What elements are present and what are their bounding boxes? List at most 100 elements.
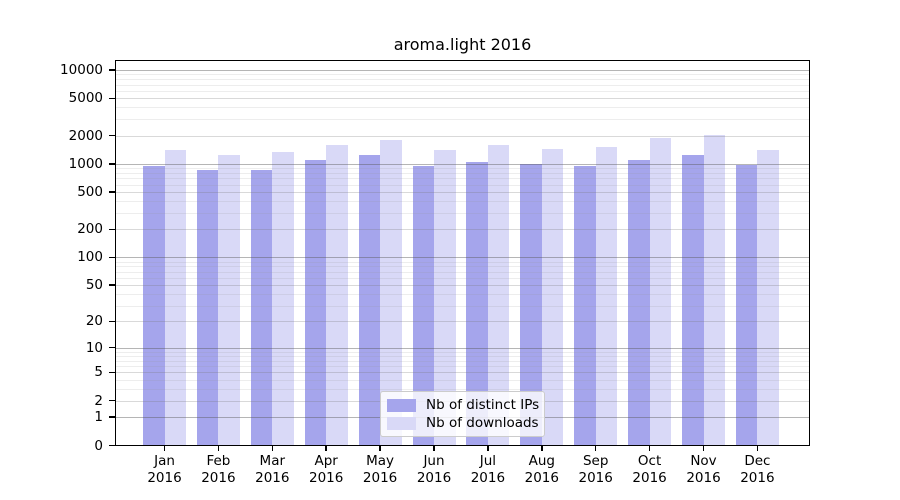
bar-distinct-ips-sep [574,165,596,446]
year-label: 2016 [578,469,613,486]
bar-distinct-ips-feb [196,170,219,446]
minor-gridline [115,201,810,203]
x-axis-tick-label: Jun 2016 [398,453,470,487]
month-label: Dec [744,452,771,469]
x-axis-tick [487,445,489,451]
bar-distinct-ips-may [358,154,381,446]
bar-downloads-feb [218,154,240,446]
legend-label-distinct-ips: Nb of distinct IPs [426,397,540,413]
bar-downloads-dec [757,150,779,446]
bar-downloads-oct [649,137,672,446]
minor-gridline [115,271,810,273]
major-gridline [115,285,810,287]
month-label: Apr [314,452,338,469]
y-axis-tick-label: 50 [85,277,103,294]
bar-distinct-ips-jan [143,165,165,446]
month-label: Mar [259,452,286,469]
x-axis-tick-label: Dec 2016 [721,453,793,487]
x-axis-tick-label: Sep 2016 [560,453,632,487]
x-axis-tick [163,445,166,451]
bar-distinct-ips-jul [466,161,488,446]
x-axis-tick-label: Nov 2016 [668,453,740,487]
year-label: 2016 [524,469,559,486]
year-label: 2016 [201,469,236,486]
x-axis-tick [325,445,327,451]
x-axis-tick [702,445,705,451]
x-axis-tick [433,445,435,451]
bar-distinct-ips-mar [250,170,273,446]
minor-gridline [115,172,810,174]
bar-downloads-mar [272,151,294,446]
y-axis-tick [109,284,115,286]
y-axis-tick [109,191,115,193]
minor-gridline [115,294,810,296]
legend: Nb of distinct IPs Nb of downloads [380,391,545,437]
bar-distinct-ips-jun [412,165,434,446]
minor-gridline [115,366,810,368]
y-axis-tick [109,97,115,100]
month-label: Jun [423,452,445,469]
y-axis-tick-label: 1 [94,409,103,426]
legend-item-distinct-ips: Nb of distinct IPs [387,396,540,414]
y-axis-tick-label: 0 [94,437,103,454]
y-axis-tick [109,228,115,231]
y-axis-tick [109,444,115,447]
y-axis-tick [109,399,115,402]
bar-distinct-ips-nov [682,154,704,446]
minor-gridline [115,305,810,307]
bar-downloads-jul [487,144,510,446]
x-axis-tick-label: Jul 2016 [452,453,524,487]
bar-downloads-nov [703,134,725,446]
y-axis-tick-label: 5000 [68,90,103,107]
month-label: Oct [637,452,662,469]
x-axis-tick-label: May 2016 [344,453,416,487]
minor-gridline [115,74,810,76]
minor-gridline [115,355,810,357]
y-axis-tick-label: 2000 [68,127,103,144]
minor-gridline [115,178,810,180]
y-axis-tick-label: 2 [94,392,103,409]
minor-gridline [115,168,810,170]
major-gridline [115,347,810,349]
major-gridline [115,192,810,194]
y-axis-tick [109,416,115,418]
minor-gridline [115,184,810,186]
minor-gridline [115,79,810,81]
month-label: Feb [206,452,231,469]
minor-gridline [115,119,810,121]
x-axis-tick-label: Oct 2016 [614,453,686,487]
y-axis-tick-label: 10 [85,339,103,356]
bar-distinct-ips-apr [304,159,327,446]
y-axis-tick-label: 20 [85,313,103,330]
bar-distinct-ips-dec [735,165,758,446]
y-axis-tick [109,320,115,323]
month-label: Aug [528,452,555,469]
major-gridline [115,257,810,259]
month-label: Sep [582,452,609,469]
y-axis-tick-label: 5 [94,364,103,381]
bar-distinct-ips-aug [520,163,542,446]
x-axis-tick [756,445,759,451]
y-axis-tick-label: 100 [77,249,103,266]
y-axis-tick [109,134,115,137]
major-gridline [115,229,810,231]
y-axis-tick-label: 10000 [60,62,103,79]
year-label: 2016 [147,469,182,486]
bar-downloads-aug [541,149,564,446]
x-axis-tick-label: Apr 2016 [290,453,362,487]
x-axis-tick-label: Mar 2016 [236,453,308,487]
major-gridline [115,163,810,165]
bar-downloads-sep [595,147,618,446]
y-axis-tick-label: 200 [77,221,103,238]
y-axis-tick [109,346,115,349]
y-axis-tick [109,371,115,374]
major-gridline [115,321,810,323]
x-axis-tick [594,445,597,451]
year-label: 2016 [416,469,452,486]
legend-label-downloads: Nb of downloads [426,415,539,431]
legend-swatch-distinct-ips [387,398,416,412]
month-label: Jan [154,452,175,469]
year-label: 2016 [309,469,344,486]
x-axis-tick [271,445,274,451]
